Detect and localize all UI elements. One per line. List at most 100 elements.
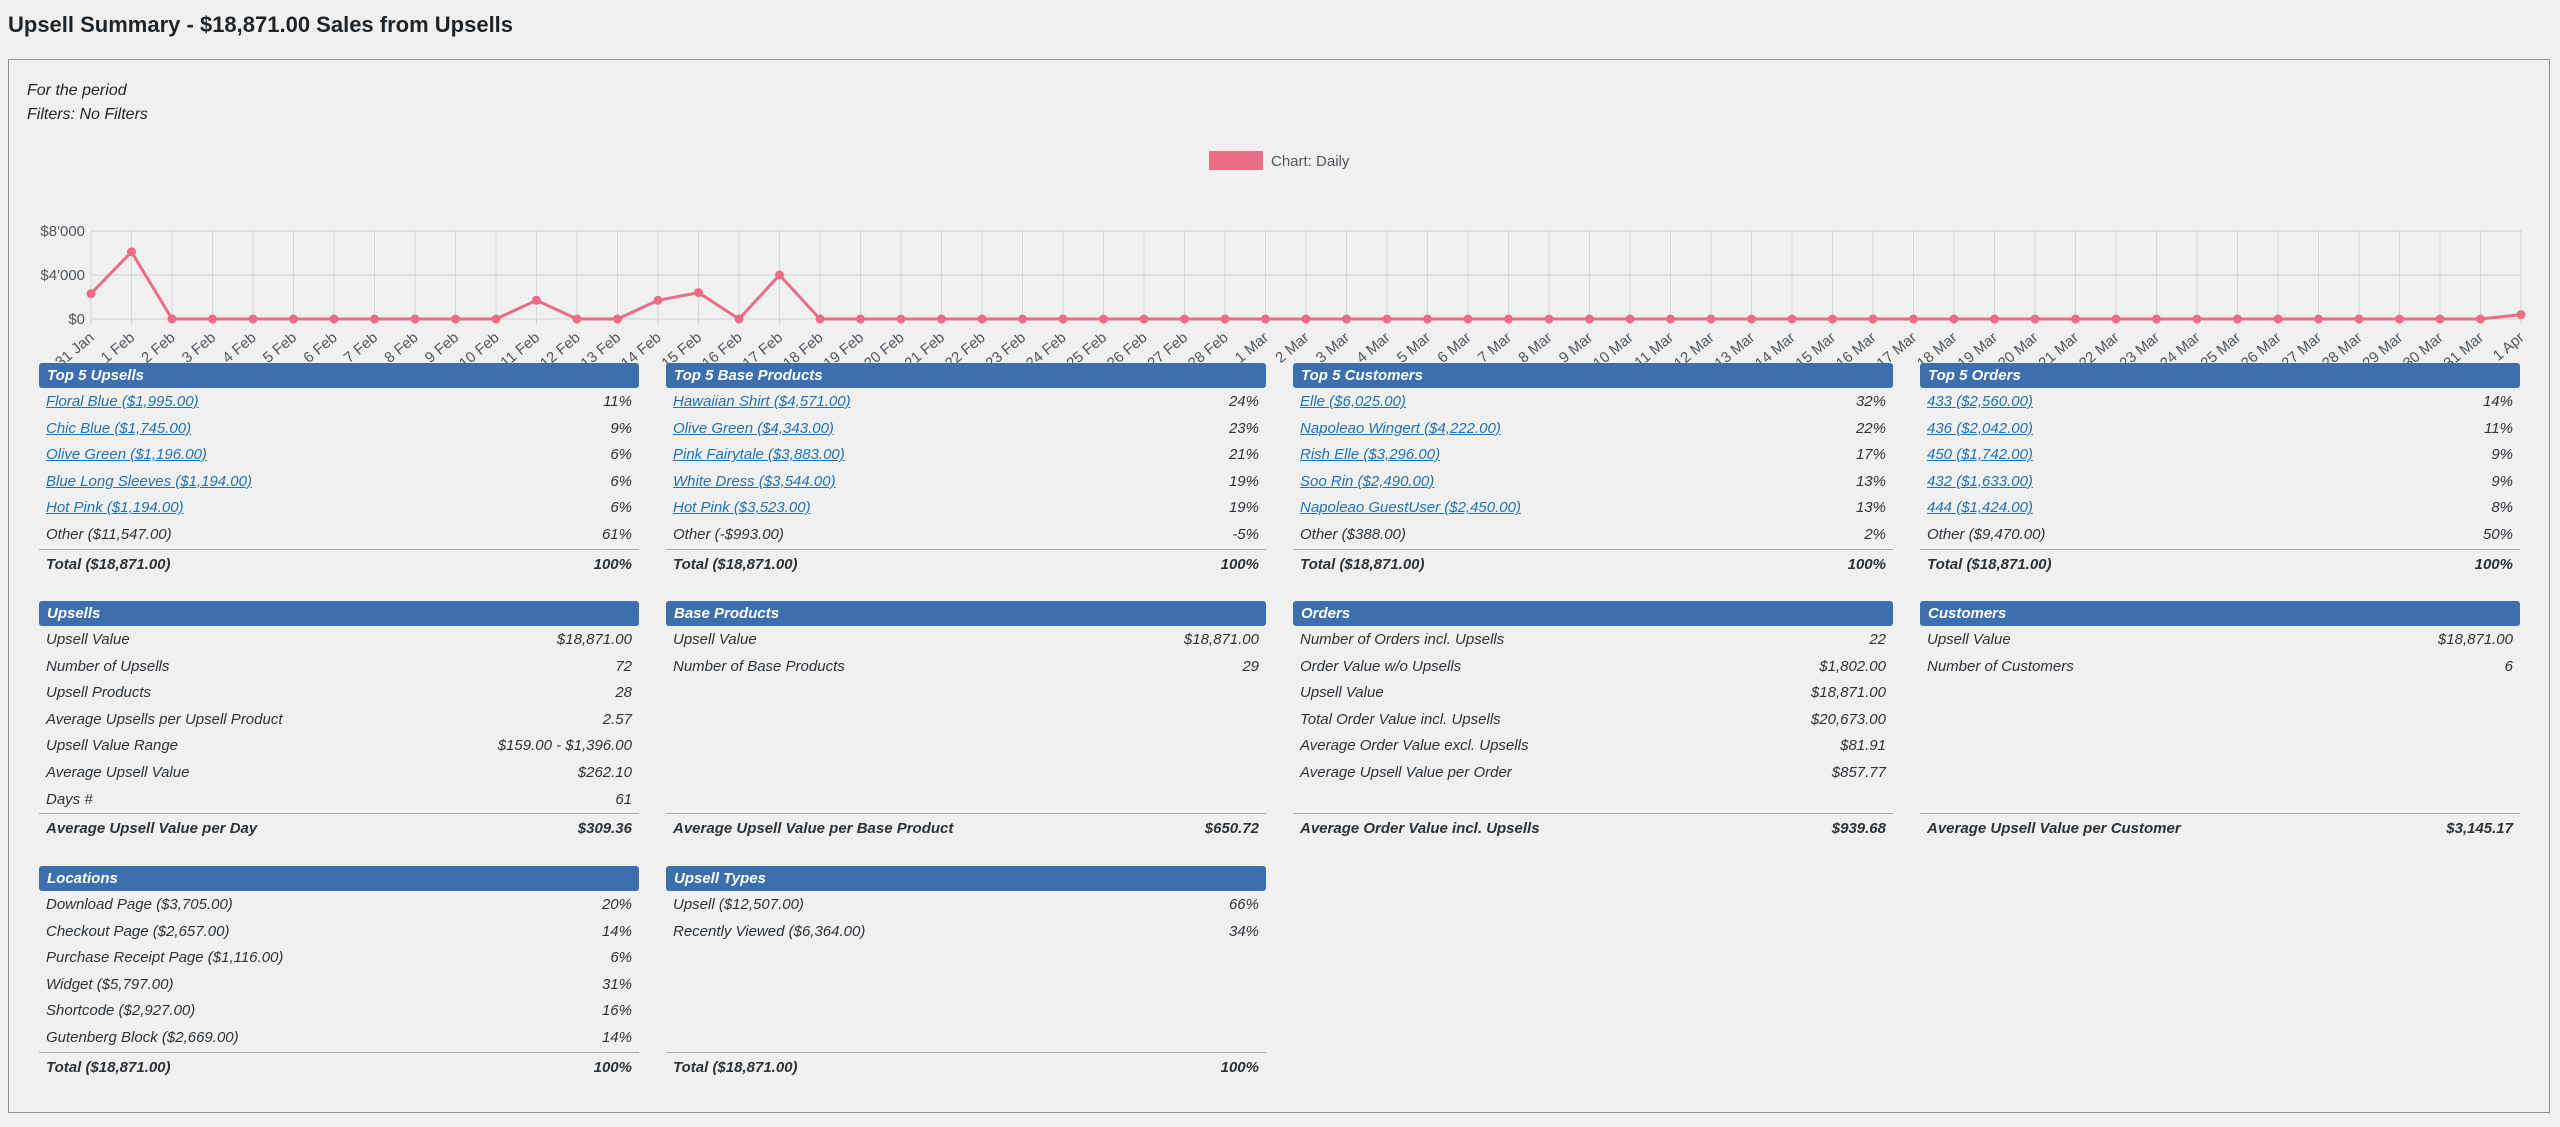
panel-upsell-types: Upsell Types Upsell ($12,507.00) 66% Rece…: [666, 866, 1266, 1080]
data-point: [1382, 314, 1392, 324]
data-point: [1342, 314, 1351, 324]
customer-link[interactable]: Napoleao GuestUser ($2,450.00): [1300, 499, 1521, 517]
panel-top-customers: Top 5 Customers Elle ($6,025.00) 32% Napo…: [1293, 363, 1893, 577]
data-point: [208, 314, 217, 324]
list-item[interactable]: Napoleao GuestUser ($2,450.00) 13%: [1293, 495, 1893, 522]
list-item[interactable]: Olive Green ($1,196.00) 6%: [39, 442, 639, 469]
order-link[interactable]: 436 ($2,042.00): [1927, 419, 2033, 437]
product-link[interactable]: Hawaiian Shirt ($4,571.00): [673, 393, 851, 410]
list-item[interactable]: Blue Long Sleeves ($1,194.00) 6%: [39, 469, 639, 496]
list-item[interactable]: Hot Pink ($1,194.00) 6%: [39, 495, 639, 522]
total-label: Average Order Value incl. Upsells: [1300, 820, 1540, 838]
list-item[interactable]: Elle ($6,025.00) 32%: [1293, 389, 1893, 416]
upsell-link[interactable]: Olive Green ($1,196.00): [46, 446, 207, 464]
list-item: Purchase Receipt Page ($1,116.00) 6%: [39, 945, 639, 972]
customer-link[interactable]: Elle ($6,025.00): [1300, 393, 1406, 410]
list-item[interactable]: White Dress ($3,544.00) 19%: [666, 469, 1266, 496]
order-link[interactable]: 450 ($1,742.00): [1927, 446, 2033, 464]
panel-header: Top 5 Customers: [1293, 363, 1893, 388]
list-item: Gutenberg Block ($2,669.00) 14%: [39, 1025, 639, 1052]
data-point: [2192, 314, 2202, 324]
list-item[interactable]: 432 ($1,633.00) 9%: [1920, 469, 2520, 496]
data-point: [1909, 314, 1918, 324]
total-value: 100%: [1220, 555, 1259, 573]
list-item[interactable]: Floral Blue ($1,995.00) 11%: [39, 389, 639, 416]
legend-label: Chart: Daily: [1271, 153, 1350, 170]
list-item[interactable]: 450 ($1,742.00) 9%: [1920, 442, 2520, 469]
stat-value: $20,673.00: [1810, 710, 1886, 728]
total-row: Total ($18,871.00) 100%: [1920, 548, 2520, 577]
stat-row: Days # 61: [39, 787, 639, 814]
total-row: Total ($18,871.00) 100%: [666, 548, 1266, 577]
list-item: Download Page ($3,705.00) 20%: [39, 892, 639, 919]
percent-value: 21%: [1228, 446, 1259, 464]
order-link[interactable]: 432 ($1,633.00): [1927, 472, 2033, 490]
spacer: [666, 680, 1266, 813]
list-item[interactable]: Chic Blue ($1,745.00) 9%: [39, 416, 639, 443]
stat-row: Average Order Value excl. Upsells $81.91: [1293, 733, 1893, 760]
upsell-link[interactable]: Chic Blue ($1,745.00): [46, 419, 192, 437]
product-link[interactable]: White Dress ($3,544.00): [673, 472, 836, 490]
location-label: Purchase Receipt Page ($1,116.00): [46, 949, 284, 967]
list-item: Recently Viewed ($6,364.00) 34%: [666, 919, 1266, 946]
customer-link[interactable]: Rish Elle ($3,296.00): [1300, 446, 1441, 464]
data-point: [1261, 314, 1270, 324]
data-point: [1868, 314, 1878, 324]
product-link[interactable]: Pink Fairytale ($3,883.00): [673, 446, 845, 464]
panel-header: Customers: [1920, 601, 2520, 626]
total-value: 100%: [1847, 555, 1886, 573]
y-tick-label: $4'000: [40, 267, 85, 284]
x-tick-label: 9 Feb: [422, 329, 462, 367]
x-tick-label: 4 Mar: [1353, 329, 1393, 367]
list-item[interactable]: 433 ($2,560.00) 14%: [1920, 389, 2520, 416]
location-label: Widget ($5,797.00): [46, 975, 174, 993]
list-item[interactable]: 444 ($1,424.00) 8%: [1920, 495, 2520, 522]
stat-value: 22: [1869, 631, 1886, 648]
panel-header: Upsells: [39, 601, 639, 626]
x-tick-label: 8 Mar: [1515, 329, 1555, 367]
stat-row: Number of Orders incl. Upsells 22: [1293, 627, 1893, 654]
spacer: [666, 945, 1266, 1052]
total-value: 100%: [1220, 1059, 1259, 1077]
stat-label: Number of Customers: [1927, 657, 2074, 675]
list-item[interactable]: Hawaiian Shirt ($4,571.00) 24%: [666, 389, 1266, 416]
order-link[interactable]: 433 ($2,560.00): [1927, 393, 2033, 410]
list-item[interactable]: Pink Fairytale ($3,883.00) 21%: [666, 442, 1266, 469]
total-row: Total ($18,871.00) 100%: [39, 1051, 639, 1080]
list-item[interactable]: Hot Pink ($3,523.00) 19%: [666, 495, 1266, 522]
list-item[interactable]: Napoleao Wingert ($4,222.00) 22%: [1293, 416, 1893, 443]
stat-row: Number of Upsells 72: [39, 654, 639, 681]
data-point: [1504, 314, 1513, 324]
stat-label: Number of Upsells: [46, 657, 170, 675]
percent-value: 22%: [1855, 419, 1886, 437]
data-point: [2476, 314, 2485, 324]
x-tick-label: 2 Feb: [138, 329, 178, 367]
upsell-link[interactable]: Floral Blue ($1,995.00): [46, 393, 199, 410]
percent-value: 14%: [2482, 393, 2513, 410]
data-point: [977, 314, 987, 324]
order-link[interactable]: 444 ($1,424.00): [1927, 499, 2033, 517]
list-item[interactable]: Olive Green ($4,343.00) 23%: [666, 416, 1266, 443]
total-value: 100%: [593, 555, 632, 573]
data-point: [1666, 314, 1675, 324]
data-point: [2233, 314, 2242, 324]
customer-link[interactable]: Napoleao Wingert ($4,222.00): [1300, 419, 1501, 437]
product-link[interactable]: Olive Green ($4,343.00): [673, 419, 834, 437]
percent-value: 14%: [601, 1028, 632, 1046]
list-item[interactable]: Soo Rin ($2,490.00) 13%: [1293, 469, 1893, 496]
list-item[interactable]: Rish Elle ($3,296.00) 17%: [1293, 442, 1893, 469]
data-point: [896, 314, 906, 324]
period-label: For the period: [27, 82, 127, 99]
upsell-link[interactable]: Hot Pink ($1,194.00): [46, 499, 184, 517]
percent-value: 23%: [1228, 419, 1259, 437]
spacer: [1920, 680, 2520, 813]
upsell-link[interactable]: Blue Long Sleeves ($1,194.00): [46, 472, 252, 490]
stat-label: Days #: [46, 790, 93, 808]
stat-value: $18,871.00: [1810, 684, 1886, 702]
percent-value: 16%: [601, 1002, 632, 1020]
product-link[interactable]: Hot Pink ($3,523.00): [673, 499, 811, 517]
daily-chart: Chart: Daily $0 $4'000 $8'000 31 Jan 1 Feb 2 F…: [9, 145, 2549, 385]
customer-link[interactable]: Soo Rin ($2,490.00): [1300, 472, 1435, 490]
other-label: Other ($9,470.00): [1927, 525, 2046, 543]
list-item[interactable]: 436 ($2,042.00) 11%: [1920, 416, 2520, 443]
